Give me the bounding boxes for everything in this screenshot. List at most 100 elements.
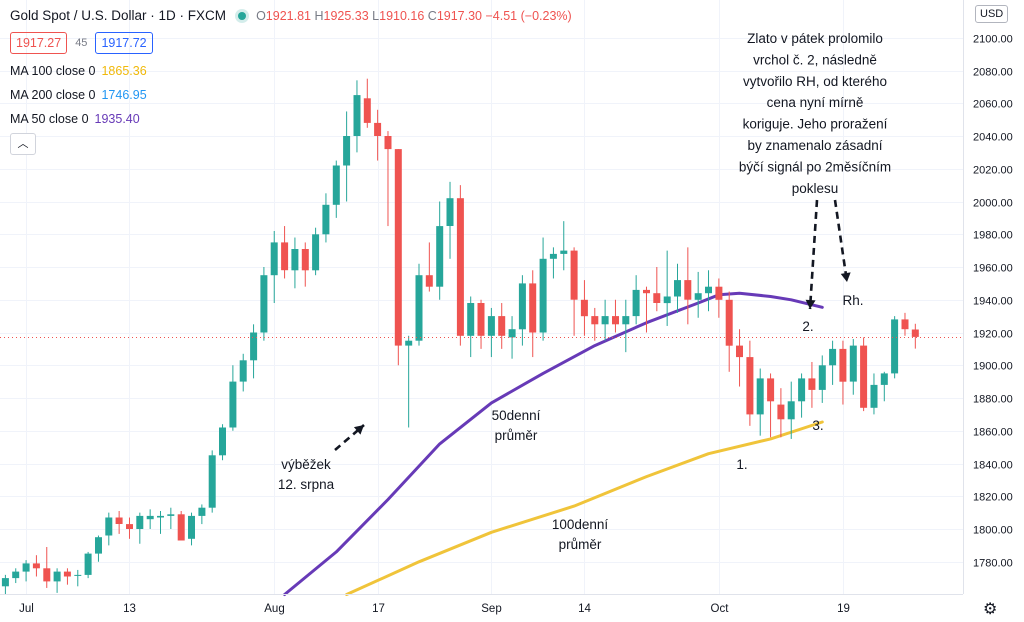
buy-price-button[interactable]: 1917.72 <box>95 32 153 54</box>
market-status-icon <box>238 11 247 20</box>
candle <box>374 109 382 161</box>
candle <box>705 270 712 312</box>
indicator-ma50[interactable]: MA 50 close 0 1935.40 <box>10 112 140 126</box>
candle <box>53 568 61 593</box>
candle <box>549 247 557 279</box>
candle-body <box>384 136 392 150</box>
candle-body <box>260 275 268 333</box>
collapse-indicators-button[interactable]: ︿ <box>10 133 36 155</box>
ma50-line <box>283 291 824 596</box>
candle-body <box>477 303 485 336</box>
candle-body <box>715 286 723 300</box>
spike-note-line: 12. srpna <box>278 477 335 492</box>
candle-body <box>870 384 878 408</box>
y-tick-label: 1920.00 <box>973 329 1013 341</box>
candle-body <box>198 507 206 516</box>
symbol-header: Gold Spot / U.S. Dollar · 1D · FXCM O192… <box>10 8 572 23</box>
arrow-to-point-2-shaft <box>808 199 819 310</box>
arrow-to-rh-head <box>840 272 851 282</box>
candle-body <box>901 319 909 330</box>
candle-body <box>632 289 640 317</box>
candle <box>456 185 464 346</box>
candle-body <box>32 563 40 569</box>
arrow-to-spike-head <box>353 425 364 435</box>
time-axis[interactable]: Jul 13 Aug 17 Sep 14 Oct 19 <box>0 594 963 616</box>
candle-body <box>363 98 371 123</box>
candle <box>74 569 82 587</box>
indicator-ma200[interactable]: MA 200 close 0 1746.95 <box>10 88 147 102</box>
main-note-line: Zlato v pátek prolomilo <box>747 31 883 46</box>
candle-body <box>746 357 754 415</box>
candle <box>146 509 154 529</box>
candle-body <box>456 198 464 336</box>
chevron-up-icon: ︿ <box>17 138 29 150</box>
candle-body <box>157 515 164 518</box>
x-tick-label: Aug <box>264 603 284 615</box>
y-tick-label: 1880.00 <box>973 394 1013 406</box>
candle-body <box>798 378 806 402</box>
candle <box>43 547 51 588</box>
candle-body <box>84 553 92 575</box>
candle-body <box>1 578 9 587</box>
candle-body <box>808 378 816 390</box>
candle <box>353 80 361 153</box>
y-tick-label: 1820.00 <box>973 492 1013 504</box>
main-note: Zlato v pátek prolomilo vrchol č. 2, násl… <box>739 31 891 196</box>
candle-body <box>674 280 681 297</box>
candle-body <box>622 316 630 325</box>
candle-body <box>126 524 133 529</box>
candle-body <box>63 571 71 577</box>
candle <box>580 280 588 336</box>
candle <box>177 510 185 541</box>
chart-grid <box>0 0 963 594</box>
candle <box>239 353 247 392</box>
point-3-line: 3. <box>812 418 823 433</box>
candle-body <box>22 563 30 572</box>
candle-body <box>518 283 526 330</box>
candle-body <box>281 242 289 271</box>
candle-body <box>612 316 619 325</box>
candle-body <box>436 226 444 287</box>
candle-body <box>115 517 123 524</box>
point-3: 3. <box>812 418 823 433</box>
candle-body <box>208 455 216 508</box>
candle <box>415 263 423 346</box>
candle <box>115 510 123 534</box>
point-rh-line: Rh. <box>842 293 863 308</box>
price-axis[interactable]: 1780.00 1800.00 1820.00 1840.00 1860.00 1880.… <box>963 0 1024 622</box>
y-tick-label: 2000.00 <box>973 198 1013 210</box>
candle <box>260 267 268 341</box>
candle <box>643 286 650 333</box>
y-tick-label: 1840.00 <box>973 460 1013 472</box>
candle <box>518 275 526 346</box>
candle-body <box>188 515 195 539</box>
candle <box>684 247 692 325</box>
candle <box>612 299 619 333</box>
candle-body <box>95 537 102 554</box>
candle <box>767 373 775 438</box>
candle-body <box>415 275 423 341</box>
y-tick-label: 1860.00 <box>973 427 1013 439</box>
candle-body <box>787 401 795 420</box>
open-value: 1921.81 <box>265 8 311 23</box>
gear-icon[interactable]: ⚙ <box>983 601 998 618</box>
y-tick-label: 2040.00 <box>973 132 1013 144</box>
candle-body <box>829 348 837 366</box>
candle-body <box>705 286 712 294</box>
spike-note: výběžek 12. srpna <box>278 457 335 492</box>
symbol-title[interactable]: Gold Spot / U.S. Dollar · 1D · FXCM <box>10 8 227 23</box>
ma100-note-line: 100denní <box>552 517 609 532</box>
sell-price-button[interactable]: 1917.27 <box>10 32 68 54</box>
ma100-line <box>345 420 824 596</box>
main-note-line: by znamenalo zásadní <box>747 138 882 153</box>
currency-button[interactable]: USD <box>975 5 1009 23</box>
indicator-ma100[interactable]: MA 100 close 0 1865.36 <box>10 64 147 78</box>
candle <box>291 237 299 289</box>
candle <box>487 307 495 358</box>
candle-body <box>911 329 919 337</box>
x-tick-label: Jul <box>19 603 34 615</box>
candle-body <box>756 378 764 415</box>
candle <box>818 355 826 403</box>
candle-body <box>736 345 743 358</box>
